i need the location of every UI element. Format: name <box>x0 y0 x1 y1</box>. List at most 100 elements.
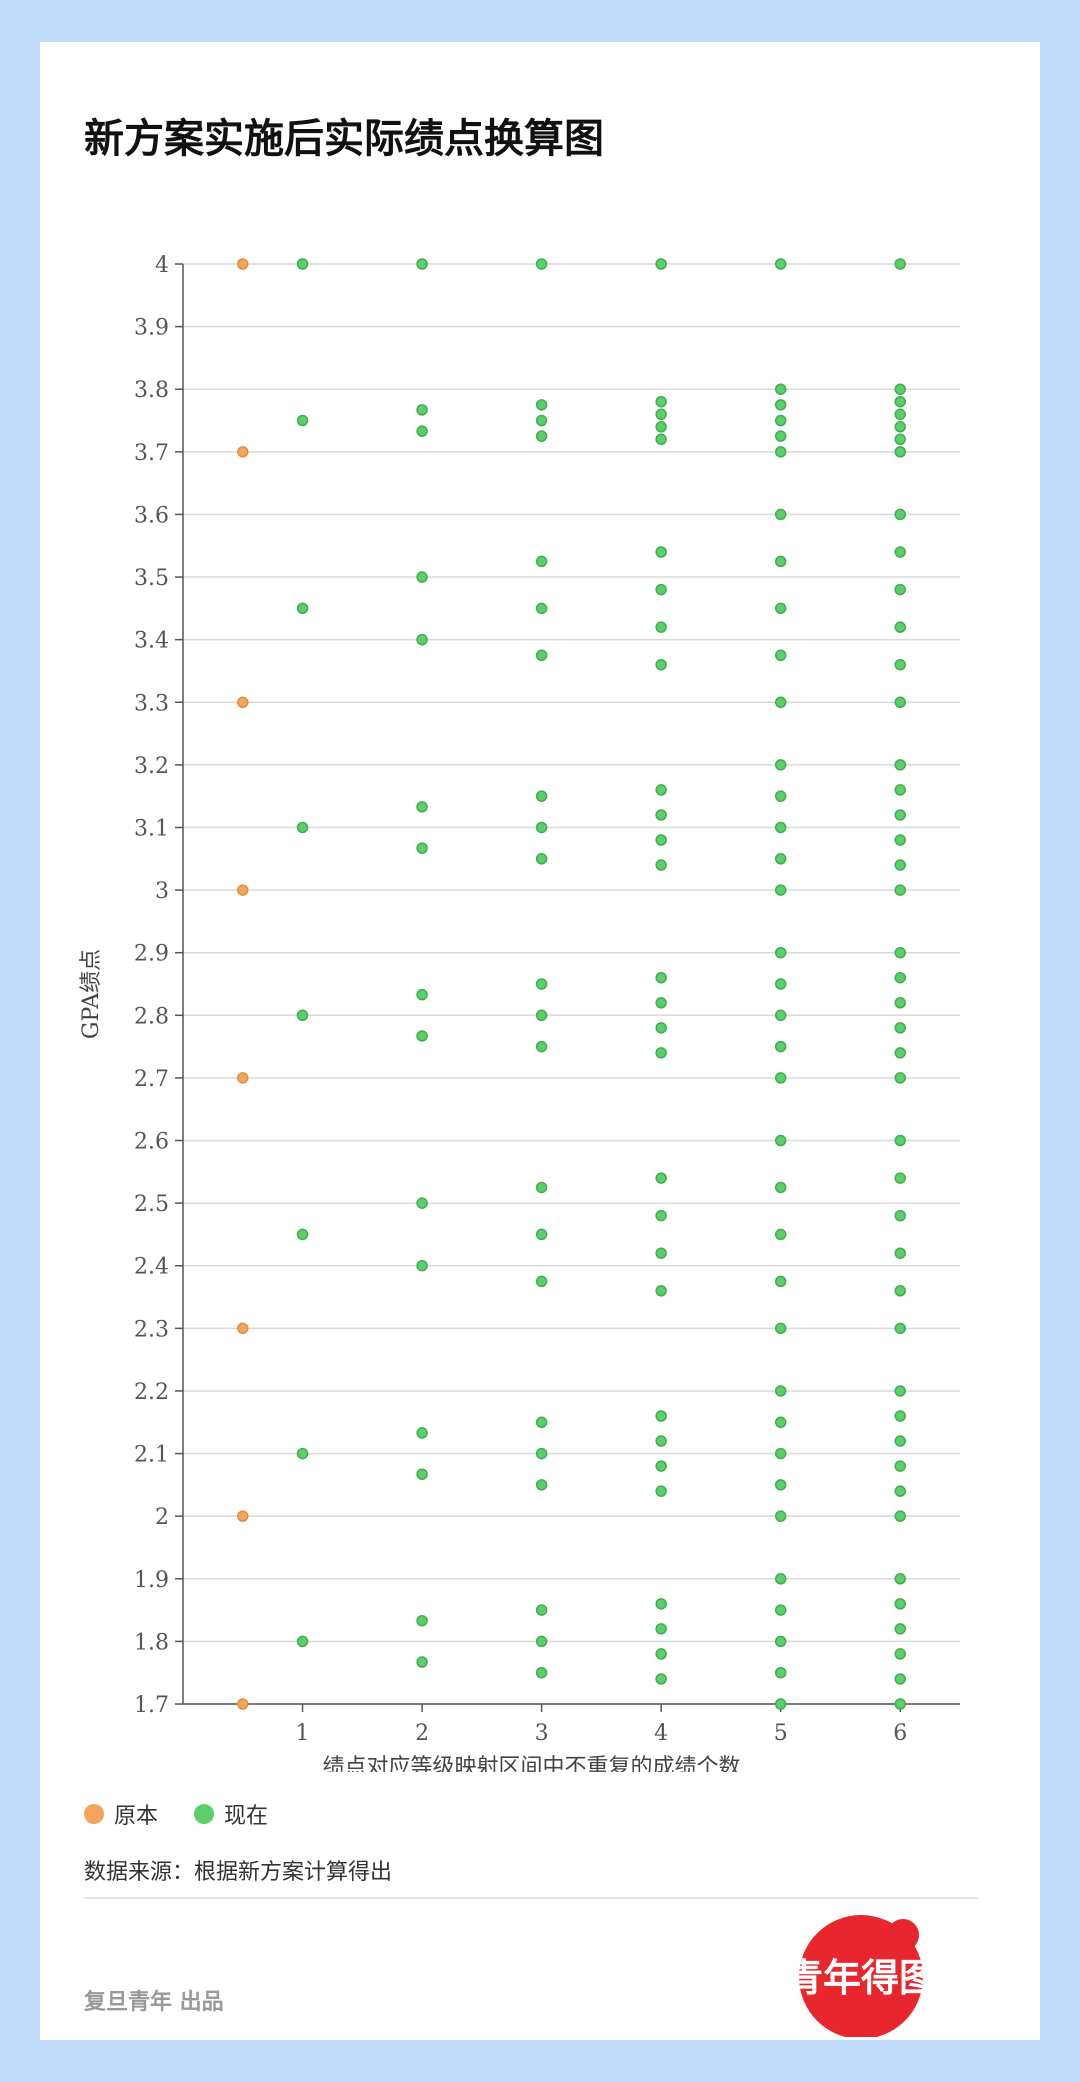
y-tick-label: 2.5 <box>134 1192 169 1217</box>
current-point <box>655 997 667 1009</box>
current-point <box>774 1072 787 1084</box>
seal-logo: 青年得图 <box>785 1915 937 2037</box>
current-point <box>416 1656 428 1668</box>
current-point <box>296 602 309 615</box>
current-point <box>535 258 548 270</box>
current-point <box>535 790 548 802</box>
current-point <box>296 1447 309 1460</box>
current-point <box>894 258 906 270</box>
current-point <box>894 884 906 896</box>
x-tick-label: 5 <box>774 1721 788 1746</box>
legend-swatch-original <box>84 1804 104 1824</box>
grid-lines <box>183 263 960 1705</box>
current-point <box>894 1698 906 1710</box>
legend-swatch-current <box>194 1804 215 1824</box>
current-point <box>894 997 906 1009</box>
current-point <box>655 1410 667 1422</box>
axes <box>175 263 960 1712</box>
current-point <box>655 546 667 558</box>
scatter-chart: 4 3.9 3.8 3.7 3.6 3.5 3.4 3.3 3.2 3.1 3 2.9 2.8 2.7 2.… <box>79 253 960 1772</box>
current-point <box>894 421 906 433</box>
current-point <box>535 399 548 411</box>
current-point <box>655 784 667 796</box>
current-point <box>894 1022 906 1034</box>
chart-title: 新方案实施后实际绩点换算图 <box>84 115 604 162</box>
current-point <box>655 658 667 671</box>
current-point <box>535 853 548 865</box>
current-point <box>894 1072 906 1084</box>
tick-labels: 4 3.9 3.8 3.7 3.6 3.5 3.4 3.3 3.2 3.1 3 2.9 2.8 2.7 2.… <box>134 253 907 1746</box>
y-tick-label: 2.4 <box>134 1255 169 1280</box>
current-point <box>774 696 787 709</box>
current-point <box>535 602 548 615</box>
current-point <box>655 809 667 821</box>
current-point <box>655 1435 667 1447</box>
seal-accent <box>887 1919 919 1951</box>
current-point <box>416 1468 428 1480</box>
current-point <box>894 583 906 596</box>
current-point <box>894 1134 906 1147</box>
chart-card: 新方案实施后实际绩点换算图 4 3.9 3.8 3.7 3.6 3.5 3.4 3.3 3.2 3… <box>40 42 1040 2040</box>
current-point <box>655 1172 667 1184</box>
current-point <box>416 1030 428 1042</box>
current-point <box>535 1447 548 1460</box>
current-point <box>894 809 906 821</box>
current-point <box>296 821 309 834</box>
current-point <box>774 978 787 990</box>
original-point <box>237 446 249 458</box>
x-tick-label: 3 <box>535 1721 549 1746</box>
current-point <box>774 1385 787 1397</box>
current-point <box>535 1666 548 1679</box>
current-point <box>655 258 667 270</box>
current-point <box>894 759 906 771</box>
y-tick-label: 2.7 <box>134 1067 169 1092</box>
current-point <box>535 1604 548 1616</box>
y-tick-label: 1.7 <box>134 1693 169 1718</box>
original-point <box>237 1510 249 1522</box>
current-point <box>894 1573 906 1585</box>
original-point <box>237 1322 249 1335</box>
current-point <box>655 859 667 871</box>
y-tick-label: 2.6 <box>134 1130 169 1155</box>
legend-item-current[interactable]: 现在 <box>194 1798 268 1830</box>
current-point <box>894 1485 906 1497</box>
current-point <box>655 1648 667 1660</box>
x-axis-label: 绩点对应等级映射区间中不重复的成绩个数 <box>322 1755 740 1772</box>
y-tick-label: 2 <box>155 1505 169 1530</box>
legend-item-original[interactable]: 原本 <box>84 1798 158 1830</box>
current-point <box>535 1479 548 1491</box>
current-point <box>894 658 906 671</box>
current-point <box>416 633 428 646</box>
current-point <box>655 621 667 633</box>
current-point <box>774 1009 787 1022</box>
legend-label-original: 原本 <box>114 1804 159 1829</box>
current-point <box>894 1322 906 1335</box>
current-point <box>655 408 667 421</box>
current-point <box>894 1247 906 1259</box>
current-point <box>894 696 906 709</box>
y-tick-label: 2.2 <box>134 1380 169 1405</box>
current-point <box>655 1598 667 1610</box>
current-point <box>416 988 428 1001</box>
data-source-note: 数据来源：根据新方案计算得出 <box>84 1860 393 1885</box>
current-point <box>894 546 906 558</box>
current-point <box>535 414 548 427</box>
current-point <box>774 1447 787 1460</box>
current-point <box>655 834 667 846</box>
legend-label-current: 现在 <box>224 1804 269 1829</box>
current-point <box>535 555 548 568</box>
current-point <box>416 801 428 813</box>
current-point <box>774 1698 787 1710</box>
current-point <box>894 383 906 395</box>
current-point <box>774 946 787 959</box>
current-point <box>655 395 667 408</box>
current-point <box>894 834 906 846</box>
current-point <box>774 1040 787 1053</box>
current-point <box>535 649 548 662</box>
divider <box>84 1897 978 1899</box>
current-point <box>894 859 906 871</box>
original-point <box>237 1072 249 1084</box>
y-tick-label: 3.8 <box>134 378 169 403</box>
current-point <box>894 1673 906 1685</box>
current-point <box>774 1479 787 1491</box>
